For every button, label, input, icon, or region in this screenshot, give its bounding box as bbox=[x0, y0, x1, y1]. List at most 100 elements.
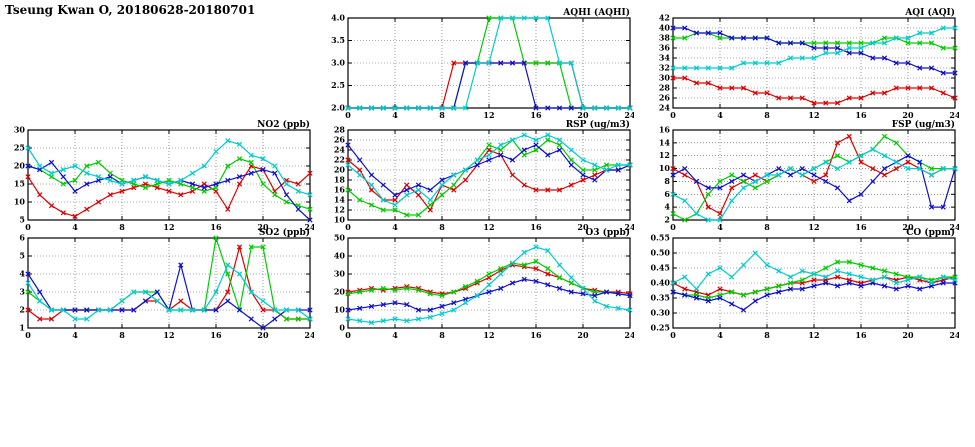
svg-text:8: 8 bbox=[764, 330, 770, 340]
svg-text:20: 20 bbox=[257, 330, 269, 340]
svg-text:0: 0 bbox=[670, 330, 676, 340]
svg-text:14: 14 bbox=[659, 137, 671, 147]
svg-text:10: 10 bbox=[334, 215, 346, 225]
svg-text:8: 8 bbox=[439, 330, 445, 340]
svg-text:20: 20 bbox=[577, 110, 589, 120]
svg-text:30: 30 bbox=[14, 125, 26, 135]
svg-text:10: 10 bbox=[659, 163, 671, 173]
svg-text:2: 2 bbox=[664, 215, 670, 225]
svg-text:AQHI (AQHI): AQHI (AQHI) bbox=[562, 7, 630, 18]
svg-text:12: 12 bbox=[808, 222, 819, 232]
svg-text:2: 2 bbox=[19, 305, 25, 315]
page-title: Tseung Kwan O, 20180628-20180701 bbox=[5, 3, 256, 17]
svg-text:20: 20 bbox=[577, 222, 589, 232]
svg-text:3: 3 bbox=[19, 287, 25, 297]
svg-text:24: 24 bbox=[949, 330, 959, 340]
svg-text:16: 16 bbox=[334, 185, 346, 195]
svg-text:4: 4 bbox=[664, 202, 670, 212]
svg-text:0.55: 0.55 bbox=[651, 233, 670, 243]
svg-text:4: 4 bbox=[392, 222, 398, 232]
svg-text:30: 30 bbox=[659, 73, 671, 83]
svg-text:0.45: 0.45 bbox=[651, 263, 670, 273]
svg-text:0: 0 bbox=[339, 323, 345, 333]
svg-text:AQI (AQI): AQI (AQI) bbox=[904, 7, 955, 18]
svg-text:12: 12 bbox=[483, 110, 494, 120]
svg-text:12: 12 bbox=[163, 330, 174, 340]
svg-text:24: 24 bbox=[304, 222, 314, 232]
svg-text:12: 12 bbox=[808, 110, 819, 120]
svg-text:16: 16 bbox=[210, 222, 222, 232]
svg-text:RSP (ug/m3): RSP (ug/m3) bbox=[566, 119, 630, 130]
svg-text:0.25: 0.25 bbox=[651, 323, 670, 333]
chart-rsp: 10 12 14 16 18 20 22 24 26 28 0 4 8 12 16 20 24 RSP (ug/m… bbox=[320, 118, 636, 236]
svg-text:FSP (ug/m3): FSP (ug/m3) bbox=[892, 119, 955, 130]
svg-text:16: 16 bbox=[855, 110, 867, 120]
svg-text:42: 42 bbox=[659, 13, 670, 23]
svg-text:24: 24 bbox=[949, 110, 959, 120]
svg-text:16: 16 bbox=[855, 222, 867, 232]
svg-text:24: 24 bbox=[949, 222, 959, 232]
svg-text:0: 0 bbox=[25, 222, 31, 232]
svg-text:4: 4 bbox=[717, 330, 723, 340]
chart-canvas: 5 10 15 20 25 30 0 4 8 12 16 20 24 NO2 (ppb) bbox=[14, 119, 316, 232]
svg-text:12: 12 bbox=[483, 222, 494, 232]
svg-text:0: 0 bbox=[345, 110, 351, 120]
svg-text:4: 4 bbox=[717, 110, 723, 120]
svg-text:4: 4 bbox=[392, 110, 398, 120]
svg-text:8: 8 bbox=[764, 110, 770, 120]
svg-text:50: 50 bbox=[334, 233, 346, 243]
svg-text:4: 4 bbox=[72, 330, 78, 340]
svg-text:3.5: 3.5 bbox=[331, 35, 345, 45]
svg-text:24: 24 bbox=[334, 145, 346, 155]
svg-text:22: 22 bbox=[334, 155, 345, 165]
svg-text:12: 12 bbox=[659, 150, 670, 160]
svg-text:8: 8 bbox=[664, 176, 670, 186]
svg-text:0: 0 bbox=[345, 330, 351, 340]
svg-text:4: 4 bbox=[717, 222, 723, 232]
chart-canvas: 0 10 20 30 40 50 0 4 8 12 16 20 24 O3 (ppb) bbox=[334, 227, 636, 340]
svg-text:34: 34 bbox=[659, 53, 671, 63]
svg-text:6: 6 bbox=[19, 233, 25, 243]
chart-canvas: 0.25 0.30 0.35 0.40 0.45 0.50 0.55 0 4 8 12 16 20 24 C… bbox=[651, 227, 961, 340]
svg-text:24: 24 bbox=[659, 103, 671, 113]
svg-text:16: 16 bbox=[210, 330, 222, 340]
svg-text:40: 40 bbox=[334, 251, 346, 261]
svg-text:38: 38 bbox=[659, 33, 671, 43]
svg-text:8: 8 bbox=[764, 222, 770, 232]
svg-text:0.35: 0.35 bbox=[651, 293, 670, 303]
svg-text:4: 4 bbox=[19, 269, 25, 279]
chart-canvas: 2.0 2.5 3.0 3.5 4.0 0 4 8 12 16 20 24 AQHI (AQHI) bbox=[331, 7, 636, 120]
svg-text:26: 26 bbox=[659, 93, 671, 103]
chart-aqhi: 2.0 2.5 3.0 3.5 4.0 0 4 8 12 16 20 24 AQHI (AQHI) bbox=[320, 6, 636, 124]
chart-so2: 1 2 3 4 5 6 0 4 8 12 16 20 24 SO2 (ppb) bbox=[0, 226, 316, 344]
svg-text:24: 24 bbox=[624, 110, 634, 120]
svg-text:0: 0 bbox=[345, 222, 351, 232]
svg-text:12: 12 bbox=[163, 222, 174, 232]
svg-text:30: 30 bbox=[334, 269, 346, 279]
svg-text:24: 24 bbox=[304, 330, 314, 340]
svg-text:40: 40 bbox=[659, 23, 671, 33]
svg-text:20: 20 bbox=[334, 165, 346, 175]
svg-text:26: 26 bbox=[334, 135, 346, 145]
svg-text:20: 20 bbox=[902, 222, 914, 232]
svg-text:12: 12 bbox=[808, 330, 819, 340]
svg-text:3.0: 3.0 bbox=[331, 58, 345, 68]
svg-text:20: 20 bbox=[902, 110, 914, 120]
svg-text:28: 28 bbox=[659, 83, 671, 93]
svg-text:14: 14 bbox=[334, 195, 346, 205]
svg-text:20: 20 bbox=[902, 330, 914, 340]
svg-text:24: 24 bbox=[624, 222, 634, 232]
svg-text:0: 0 bbox=[25, 330, 31, 340]
svg-text:8: 8 bbox=[439, 222, 445, 232]
svg-text:32: 32 bbox=[659, 63, 670, 73]
svg-text:0.50: 0.50 bbox=[651, 248, 671, 258]
svg-text:28: 28 bbox=[334, 125, 346, 135]
svg-text:25: 25 bbox=[14, 143, 25, 153]
svg-text:1: 1 bbox=[19, 323, 25, 333]
svg-text:NO2 (ppb): NO2 (ppb) bbox=[257, 119, 310, 130]
svg-text:10: 10 bbox=[334, 305, 346, 315]
svg-text:8: 8 bbox=[119, 330, 125, 340]
